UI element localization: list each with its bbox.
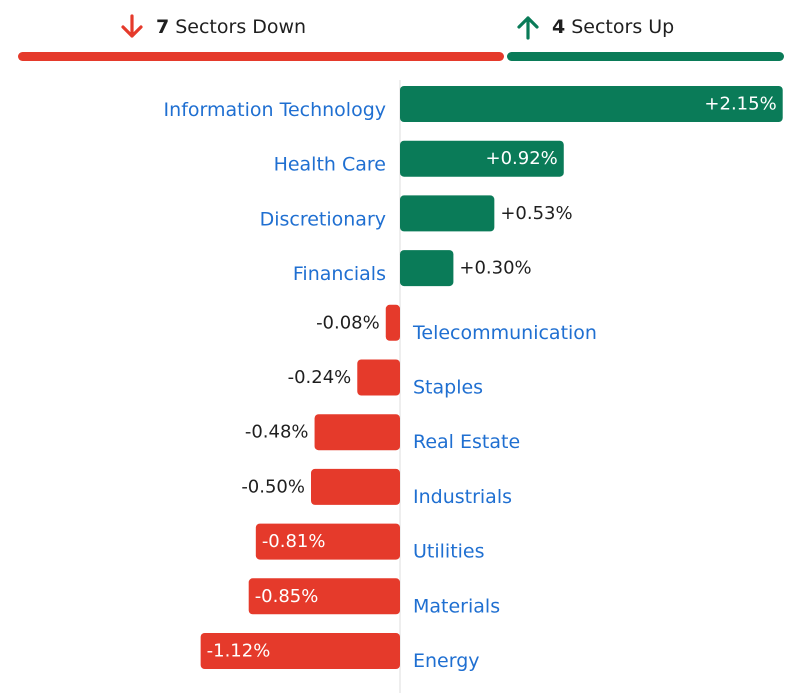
bar-telecommunication <box>385 304 400 341</box>
sectors-down-summary: 7 Sectors Down <box>120 10 306 44</box>
sectors-down-count: 7 <box>156 16 170 38</box>
sector-label-information-technology[interactable]: Information Technology <box>164 99 386 121</box>
value-label-real-estate: -0.48% <box>245 422 309 443</box>
value-label-discretionary: +0.53% <box>500 203 572 224</box>
sector-label-energy[interactable]: Energy <box>413 650 480 672</box>
value-label-information-technology: +2.15% <box>704 94 776 115</box>
value-label-telecommunication: -0.08% <box>316 312 380 333</box>
sectors-up-count: 4 <box>552 16 566 38</box>
bar-group-materials: -0.85% Materials <box>248 578 500 617</box>
arrow-up-icon <box>517 16 539 40</box>
value-label-staples: -0.24% <box>288 367 352 388</box>
bar-group-utilities: -0.81% Utilities <box>255 523 485 563</box>
bar-industrials <box>311 468 400 505</box>
bar-group-industrials: -0.50% Industrials <box>241 468 512 508</box>
bar-group-information-technology: +2.15% Information Technology <box>164 86 783 122</box>
bar-real-estate <box>314 414 400 451</box>
sector-label-discretionary[interactable]: Discretionary <box>260 208 386 230</box>
value-label-utilities: -0.81% <box>262 531 326 552</box>
value-label-financials: +0.30% <box>459 258 531 279</box>
bar-group-real-estate: -0.48% Real Estate <box>245 414 520 453</box>
sectors-down-text: Sectors Down <box>175 16 307 38</box>
bar-discretionary <box>400 195 495 232</box>
bar-energy <box>200 633 400 669</box>
sector-label-industrials[interactable]: Industrials <box>413 486 512 508</box>
sector-label-staples[interactable]: Staples <box>413 377 483 399</box>
sector-label-telecommunication[interactable]: Telecommunication <box>412 322 597 344</box>
bar-staples <box>357 359 400 396</box>
bar-group-discretionary: +0.53% Discretionary <box>260 195 573 232</box>
sector-performance-chart: +2.15% Information Technology +0.92% Health… <box>164 80 783 693</box>
bar-materials <box>248 578 400 615</box>
value-label-materials: -0.85% <box>255 586 319 607</box>
bar-financials <box>400 250 454 287</box>
bar-group-telecommunication: -0.08% Telecommunication <box>316 304 597 344</box>
sectors-up-summary: 4 Sectors Up <box>516 10 674 44</box>
sector-label-utilities[interactable]: Utilities <box>413 541 485 563</box>
value-label-energy: -1.12% <box>207 641 271 662</box>
bar-information-technology <box>400 86 783 122</box>
bar-group-energy: -1.12% Energy <box>200 633 480 672</box>
sectors-down-ratio-bar <box>18 52 504 61</box>
bar-utilities <box>255 523 400 560</box>
bar-group-staples: -0.24% Staples <box>288 359 483 399</box>
arrow-down-icon <box>121 14 143 38</box>
bar-group-financials: +0.30% Financials <box>293 250 532 287</box>
sector-label-real-estate[interactable]: Real Estate <box>413 431 520 453</box>
value-label-industrials: -0.50% <box>241 476 305 497</box>
bar-group-health-care: +0.92% Health Care <box>274 140 564 177</box>
value-label-health-care: +0.92% <box>485 148 557 169</box>
sector-label-financials[interactable]: Financials <box>293 263 386 285</box>
sectors-up-ratio-bar <box>507 52 784 61</box>
bar-health-care <box>400 140 564 177</box>
sector-label-materials[interactable]: Materials <box>413 595 500 617</box>
sector-label-health-care[interactable]: Health Care <box>274 154 386 176</box>
sectors-up-text: Sectors Up <box>571 16 675 38</box>
